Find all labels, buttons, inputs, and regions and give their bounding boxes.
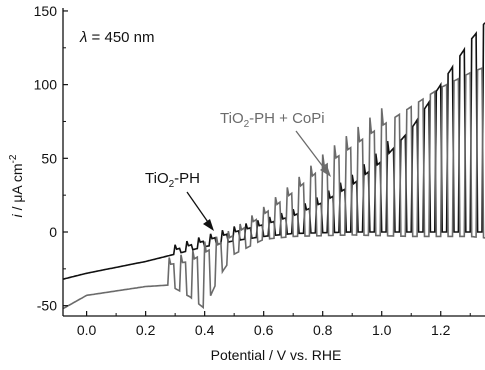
series-line-tio2-ph-copi <box>62 66 485 310</box>
x-tick-label: 1.0 <box>372 322 392 338</box>
x-axis-title: Potential / V vs. RHE <box>211 347 342 363</box>
y-tick-label: 100 <box>34 77 58 93</box>
label-ph-post: -PH <box>174 170 200 187</box>
axes-layer <box>62 8 485 317</box>
label-ph-pre: TiO <box>145 170 169 187</box>
arrow-tio2-ph <box>186 191 214 231</box>
y-axis-title-exponent: -2 <box>8 154 19 163</box>
series-label-tio2-ph: TiO2-PH <box>145 170 200 190</box>
arrow-tio2-ph-copi <box>295 130 331 177</box>
series-line-tio2-ph <box>62 22 485 280</box>
series-layer <box>62 22 485 310</box>
wavelength-value: = 450 nm <box>87 29 154 46</box>
y-axis-title-symbol: i <box>9 213 25 217</box>
x-tick-label: 0.0 <box>77 322 97 338</box>
x-tick-label: 0.8 <box>313 322 333 338</box>
label-copi-sub: 2 <box>244 119 250 130</box>
y-tick-label: 0 <box>49 224 57 240</box>
lambda-symbol: λ <box>79 29 87 46</box>
x-tick-label: 0.2 <box>136 322 156 338</box>
y-tick-label: -50 <box>37 298 57 314</box>
y-axis-title: i / μA cm-2 <box>8 154 25 217</box>
series-label-tio2-ph-copi: TiO2-PH + CoPi <box>220 110 325 130</box>
label-copi-post: -PH + CoPi <box>249 110 324 127</box>
label-copi-pre: TiO <box>220 110 244 127</box>
ticks-layer: 0.0 0.2 0.4 0.6 0.8 1.0 1.2 -50 0 50 100 150 <box>34 3 471 338</box>
wavelength-annotation: λ = 450 nm <box>79 29 155 46</box>
y-tick-label: 50 <box>41 150 57 166</box>
x-tick-label: 0.6 <box>254 322 274 338</box>
x-tick-label: 1.2 <box>431 322 451 338</box>
label-ph-sub: 2 <box>169 179 175 190</box>
x-tick-label: 0.4 <box>195 322 215 338</box>
y-axis-title-units: / μA cm <box>9 163 25 214</box>
y-tick-label: 150 <box>34 3 58 19</box>
